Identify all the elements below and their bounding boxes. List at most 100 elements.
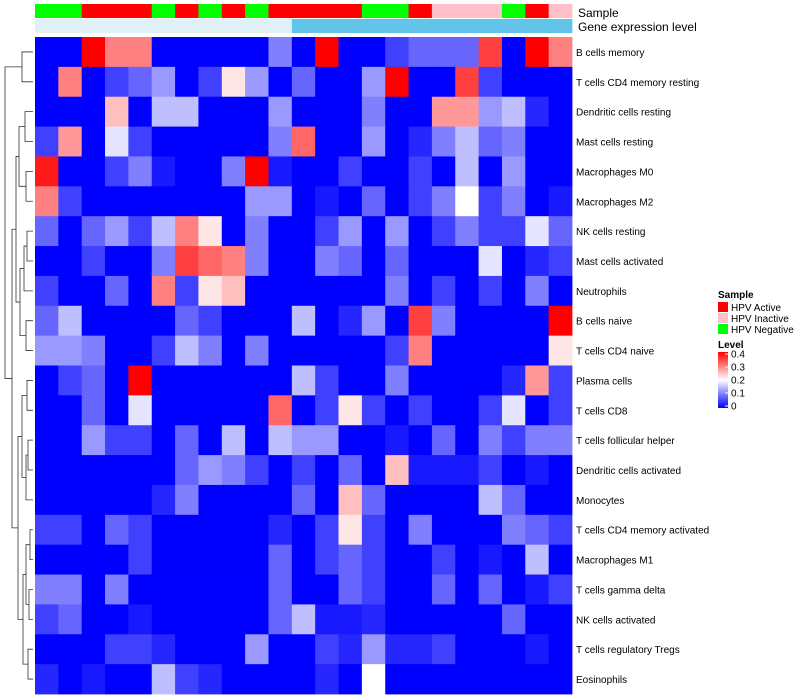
legend-swatch-hpv-inactive: [718, 313, 728, 323]
heatmap-cell: [81, 455, 106, 486]
heatmap-cell: [408, 275, 433, 307]
heatmap-cell: [455, 425, 480, 456]
heatmap-cell: [455, 604, 480, 635]
row-label: Monocytes: [576, 496, 624, 507]
heatmap-cell: [245, 365, 269, 396]
heatmap-cell: [338, 514, 363, 546]
heatmap-cell: [408, 365, 433, 396]
heatmap-cell: [291, 574, 316, 605]
heatmap-cell: [221, 664, 246, 695]
dendrogram-branch: [27, 648, 33, 680]
heatmap-cell: [525, 66, 550, 98]
heatmap-cell: [315, 275, 339, 307]
heatmap-cell: [58, 156, 83, 187]
heatmap-cell: [455, 275, 480, 307]
row-label: Eosinophils: [576, 675, 627, 686]
heatmap-cell: [431, 156, 456, 187]
heatmap-cell: [385, 305, 409, 337]
heatmap-cell: [548, 246, 573, 277]
row-label: Dendritic cells activated: [576, 466, 681, 477]
heatmap-cell: [35, 37, 59, 68]
heatmap-cell: [315, 544, 339, 575]
heatmap-cell: [478, 604, 503, 635]
heatmap-cell: [35, 275, 59, 307]
heatmap-cell: [291, 604, 316, 635]
heatmap-cell: [198, 66, 223, 98]
heatmap-cell: [408, 634, 433, 665]
heatmap-cell: [455, 66, 480, 98]
heatmap-cell: [501, 216, 526, 247]
heatmap-cell: [525, 335, 550, 366]
heatmap-cell: [35, 96, 59, 127]
expression-annotation-cell: [175, 19, 199, 33]
heatmap-cell: [501, 664, 526, 695]
heatmap-cell: [128, 365, 153, 396]
heatmap-cell: [151, 216, 176, 247]
heatmap-cell: [338, 604, 363, 635]
heatmap-cell: [198, 37, 223, 68]
heatmap-cell: [315, 126, 339, 157]
heatmap-cell: [478, 305, 503, 337]
heatmap-cell: [198, 455, 223, 486]
heatmap-cell: [35, 365, 59, 396]
heatmap-cell: [245, 275, 269, 307]
heatmap-cell: [408, 216, 433, 247]
heatmap-cell: [268, 156, 293, 187]
heatmap-cell: [548, 514, 573, 546]
heatmap-cell: [175, 634, 199, 665]
heatmap-cell: [525, 395, 550, 426]
heatmap-cell: [291, 126, 316, 157]
heatmap-cell: [151, 365, 176, 396]
dendrogram-branch: [4, 66, 22, 379]
heatmap-cell: [105, 216, 129, 247]
heatmap-cell: [431, 604, 456, 635]
heatmap-cell: [315, 395, 339, 426]
heatmap-cell: [361, 365, 386, 396]
heatmap-cell: [245, 96, 269, 127]
heatmap-cell: [81, 574, 106, 605]
heatmap-cell: [408, 514, 433, 546]
heatmap-cell: [245, 156, 269, 187]
sample-annotation-cell: [291, 4, 316, 18]
heatmap-cell: [291, 664, 316, 695]
heatmap-cell: [315, 484, 339, 516]
expression-annotation-cell: [58, 19, 83, 33]
heatmap-cell: [35, 544, 59, 575]
heatmap-cell: [455, 634, 480, 665]
heatmap-cells: [35, 37, 573, 695]
heatmap-cell: [151, 246, 176, 277]
sample-annotation-cell: [455, 4, 480, 18]
heatmap-cell: [81, 604, 106, 635]
heatmap-cell: [431, 634, 456, 665]
heatmap-cell: [105, 275, 129, 307]
heatmap-cell: [175, 96, 199, 127]
heatmap-cell: [315, 156, 339, 187]
heatmap-cell: [548, 425, 573, 456]
heatmap-cell: [361, 664, 386, 695]
heatmap-cell: [221, 604, 246, 635]
heatmap-cell: [81, 425, 106, 456]
heatmap-cell: [291, 544, 316, 575]
heatmap-cell: [291, 514, 316, 546]
heatmap-cell: [408, 186, 433, 217]
sample-annotation-cell: [431, 4, 456, 18]
heatmap-cell: [431, 455, 456, 486]
heatmap-cell: [361, 514, 386, 546]
heatmap-cell: [455, 455, 480, 486]
sample-annotation-cell: [478, 4, 503, 18]
heatmap-cell: [198, 425, 223, 456]
heatmap-cell: [525, 514, 550, 546]
heatmap-cell: [315, 216, 339, 247]
heatmap-cell: [525, 365, 550, 396]
heatmap-cell: [175, 365, 199, 396]
heatmap-cell: [151, 186, 176, 217]
heatmap-cell: [478, 395, 503, 426]
heatmap-cell: [361, 544, 386, 575]
heatmap-cell: [525, 574, 550, 605]
sample-annotation-cell: [245, 4, 269, 18]
legend-level-ticks: 0.4 0.3 0.2 0.1 0: [725, 350, 745, 413]
row-label: T cells regulatory Tregs: [576, 645, 680, 656]
heatmap-cell: [338, 156, 363, 187]
expression-annotation-cell: [81, 19, 106, 33]
expression-annotation-cell: [338, 19, 363, 33]
